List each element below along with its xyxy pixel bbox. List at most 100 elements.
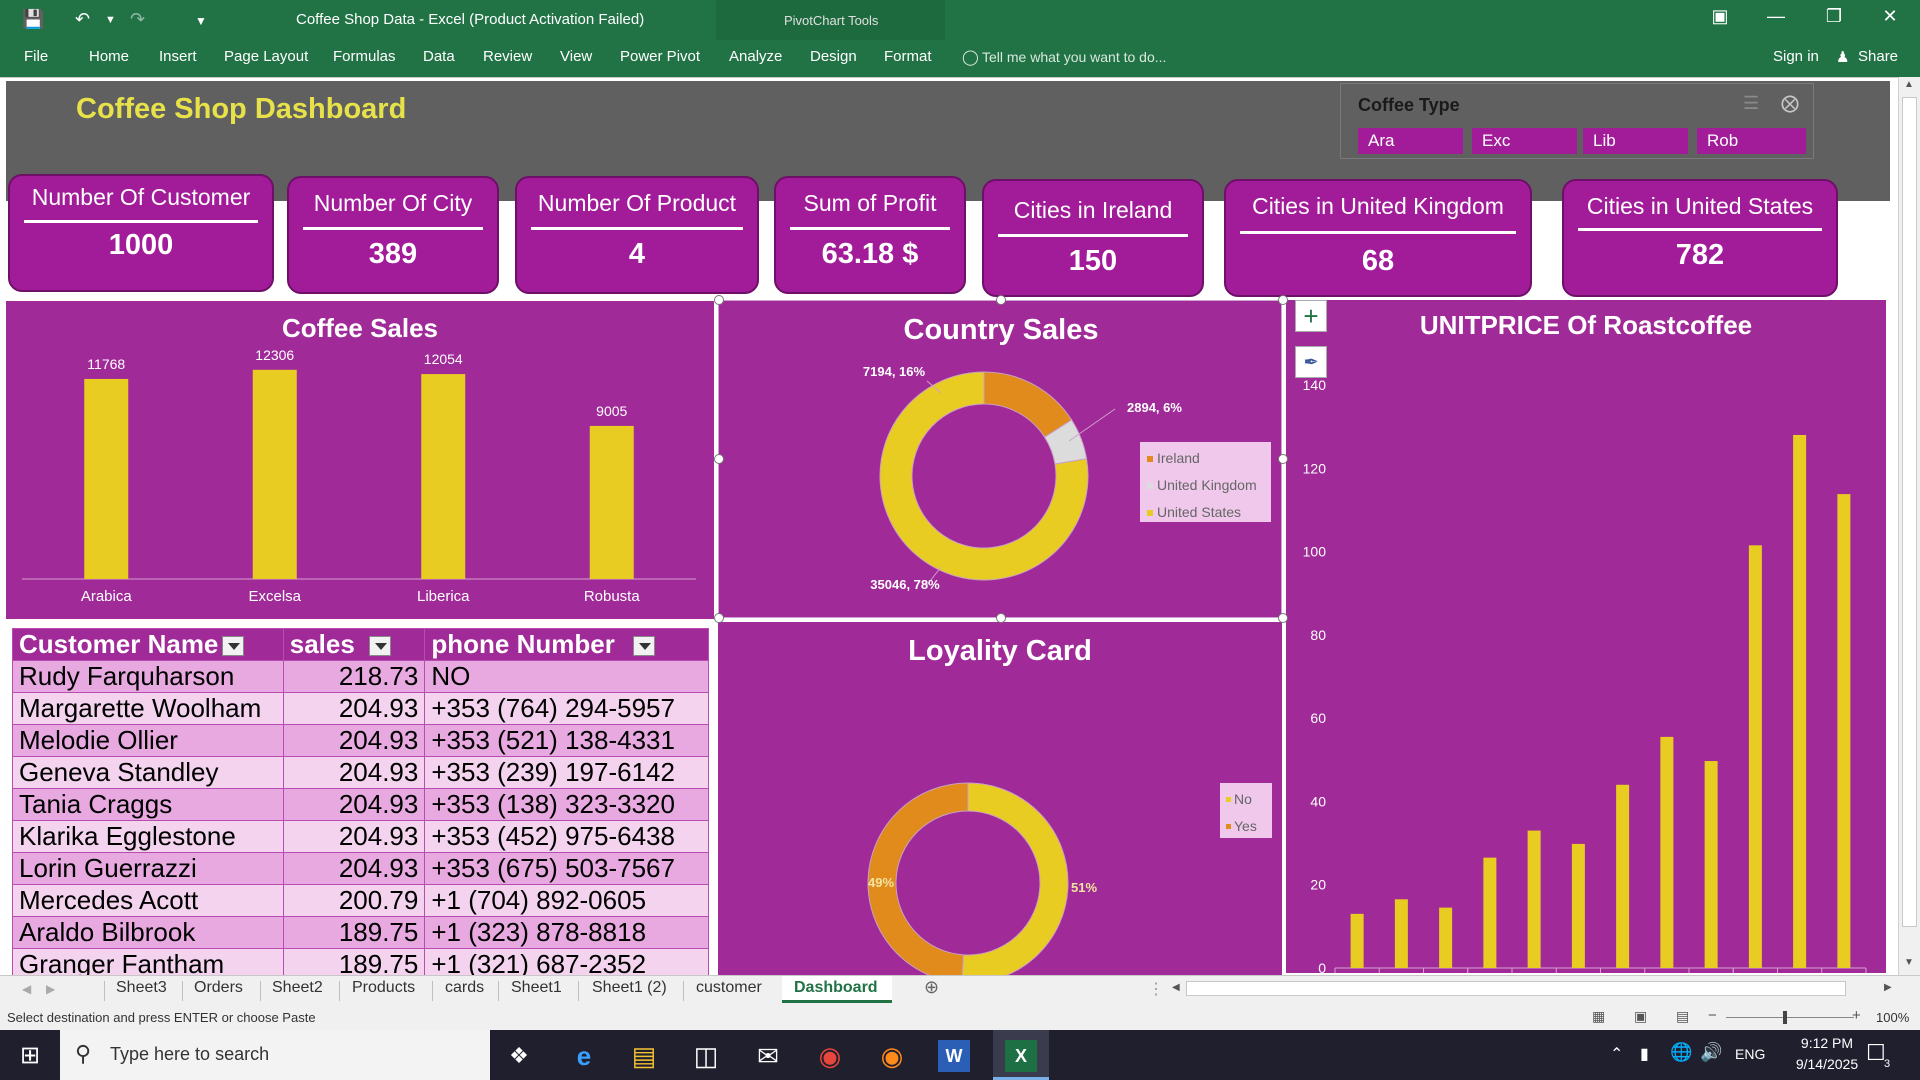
sales-cell[interactable]: 204.93 [282,724,426,757]
sales-cell[interactable]: 204.93 [282,756,426,789]
tell-me-input[interactable]: Tell me what you want to do... [982,49,1167,65]
kpi-card-customers[interactable]: Number Of Customer 1000 [8,174,274,292]
slicer-item-exc[interactable]: Exc [1472,128,1577,154]
multi-select-icon[interactable]: ☰ [1743,93,1760,113]
phone-cell[interactable]: NO [424,660,709,693]
restore-icon[interactable]: ❐ [1825,6,1843,26]
customer-name-cell[interactable]: Geneva Standley [12,756,284,789]
horizontal-scrollbar[interactable]: ◀ ▶ [1168,979,1900,999]
bar[interactable] [252,369,297,579]
legend-label[interactable]: United States [1157,504,1241,520]
donut-slice[interactable] [867,782,969,984]
phone-cell[interactable]: +353 (764) 294-5957 [424,692,709,725]
legend-label[interactable]: Yes [1234,818,1257,834]
legend-label[interactable]: Ireland [1157,450,1200,466]
loyality-card-chart[interactable]: Loyality Card 51% 49% No Yes [718,622,1282,1018]
kpi-card-united-states[interactable]: Cities in United States 782 [1562,179,1838,297]
tab-review[interactable]: Review [483,48,533,65]
table-row[interactable]: Melodie Ollier 204.93 +353 (521) 138-4331 [12,724,709,757]
close-icon[interactable]: ✕ [1882,6,1898,26]
table-row[interactable]: Mercedes Acott 200.79 +1 (704) 892-0605 [12,884,709,917]
bar[interactable] [1704,761,1718,968]
filter-dropdown-icon[interactable] [222,636,245,657]
vertical-scrollbar[interactable]: ▲ ▼ [1898,77,1920,975]
excel-icon[interactable]: X [1005,1040,1037,1072]
country-sales-chart[interactable]: Country Sales 7194, 16% 2894, 6% 35046, 78… [718,300,1282,618]
notifications-icon[interactable]: ☐ [1866,1040,1886,1065]
clock-time[interactable]: 9:12 PM [1800,1035,1854,1051]
chart-elements-button[interactable]: + [1295,300,1327,332]
customer-name-cell[interactable]: Araldo Bilbrook [12,916,284,949]
tab-insert[interactable]: Insert [159,48,197,65]
coffee-type-slicer[interactable]: Coffee Type ☰ ⨂ Ara Exc Lib Rob [1340,83,1814,159]
sheet-tab-orders[interactable]: Orders [194,979,243,996]
table-row[interactable]: Rudy Farquharson 218.73 NO [12,660,709,693]
tab-analyze[interactable]: Analyze [729,48,783,65]
undo-icon[interactable]: ↶ [75,9,91,29]
table-row[interactable]: Margarette Woolham 204.93 +353 (764) 294-5… [12,692,709,725]
zoom-level[interactable]: 100% [1876,1010,1910,1025]
scroll-left-icon[interactable]: ◀ [1172,982,1180,993]
bar[interactable] [1350,913,1364,968]
save-icon[interactable]: 💾 [22,9,45,29]
tab-format[interactable]: Format [884,48,932,65]
sign-in-link[interactable]: Sign in [1773,48,1819,65]
bar[interactable] [1439,907,1453,968]
resize-handle[interactable] [1278,454,1288,464]
split-handle-icon[interactable]: ⋮ [1148,981,1164,998]
customer-name-cell[interactable]: Lorin Guerrazzi [12,852,284,885]
chart-styles-brush-icon[interactable]: ✒ [1295,346,1327,378]
customer-name-cell[interactable]: Mercedes Acott [12,884,284,917]
unitprice-chart[interactable]: UNITPRICE Of Roastcoffee 0 20 40 60 80 100 120… [1286,300,1886,1030]
legend-label[interactable]: United Kingdom [1157,477,1257,493]
sheet-tab-dashboard[interactable]: Dashboard [794,979,878,996]
sales-cell[interactable]: 189.75 [282,916,426,949]
kpi-card-products[interactable]: Number Of Product 4 [515,176,759,294]
network-icon[interactable]: 🌐 [1670,1042,1693,1062]
bar[interactable] [1527,830,1541,968]
sales-cell[interactable]: 200.79 [282,884,426,917]
tab-file[interactable]: File [24,48,49,65]
resize-handle[interactable] [714,613,724,623]
bar[interactable] [1571,843,1585,968]
bar[interactable] [421,374,466,579]
input-language[interactable]: ENG [1735,1046,1766,1062]
table-row[interactable]: Lorin Guerrazzi 204.93 +353 (675) 503-7567 [12,852,709,885]
clear-filter-icon[interactable]: ⨂ [1781,93,1799,113]
battery-icon[interactable]: ▮ [1640,1046,1649,1063]
scroll-tabs-left-icon[interactable]: ◀ [22,982,32,996]
zoom-in-icon[interactable]: + [1852,1007,1861,1024]
phone-cell[interactable]: +1 (323) 878-8818 [424,916,709,949]
bar[interactable] [1748,545,1762,968]
file-explorer-icon[interactable]: ▤ [631,1041,657,1071]
scroll-tabs-right-icon[interactable]: ▶ [46,982,56,996]
sheet-tab-customer[interactable]: customer [696,979,762,996]
mail-icon[interactable]: ✉ [757,1041,779,1071]
sheet-tab-sheet2[interactable]: Sheet2 [272,979,323,996]
show-hidden-icons-icon[interactable]: ⌃ [1610,1046,1624,1063]
bar[interactable] [1394,899,1408,968]
share-icon[interactable]: ♟ [1836,49,1850,66]
bar[interactable] [1660,736,1674,968]
taskbar-search[interactable]: ⚲ Type here to search [60,1030,490,1080]
clock-date[interactable]: 9/14/2025 [1795,1056,1859,1072]
kpi-card-profit[interactable]: Sum of Profit 63.18 $ [774,176,966,294]
tab-formulas[interactable]: Formulas [333,48,396,65]
tab-page-layout[interactable]: Page Layout [224,48,309,65]
phone-cell[interactable]: +1 (704) 892-0605 [424,884,709,917]
sales-cell[interactable]: 218.73 [282,660,426,693]
customer-name-cell[interactable]: Rudy Farquharson [12,660,284,693]
normal-view-icon[interactable]: ▦ [1592,1008,1606,1024]
zoom-slider-thumb[interactable] [1783,1011,1787,1024]
scroll-right-icon[interactable]: ▶ [1884,982,1892,993]
sheet-tab-sheet1-2[interactable]: Sheet1 (2) [592,979,667,996]
worksheet-area[interactable]: Coffee Shop Dashboard Coffee Type ☰ ⨂ Ar… [0,77,1898,1030]
kpi-card-united-kingdom[interactable]: Cities in United Kingdom 68 [1224,179,1532,297]
task-view-icon[interactable]: ❖ [509,1043,529,1068]
word-icon[interactable]: W [938,1040,970,1072]
filter-dropdown-icon[interactable] [632,636,655,657]
redo-icon[interactable]: ↷ [130,9,146,29]
phone-cell[interactable]: +1 (321) 687-2352 [424,948,709,981]
store-icon[interactable]: ◫ [693,1041,719,1071]
bar[interactable] [589,425,634,579]
